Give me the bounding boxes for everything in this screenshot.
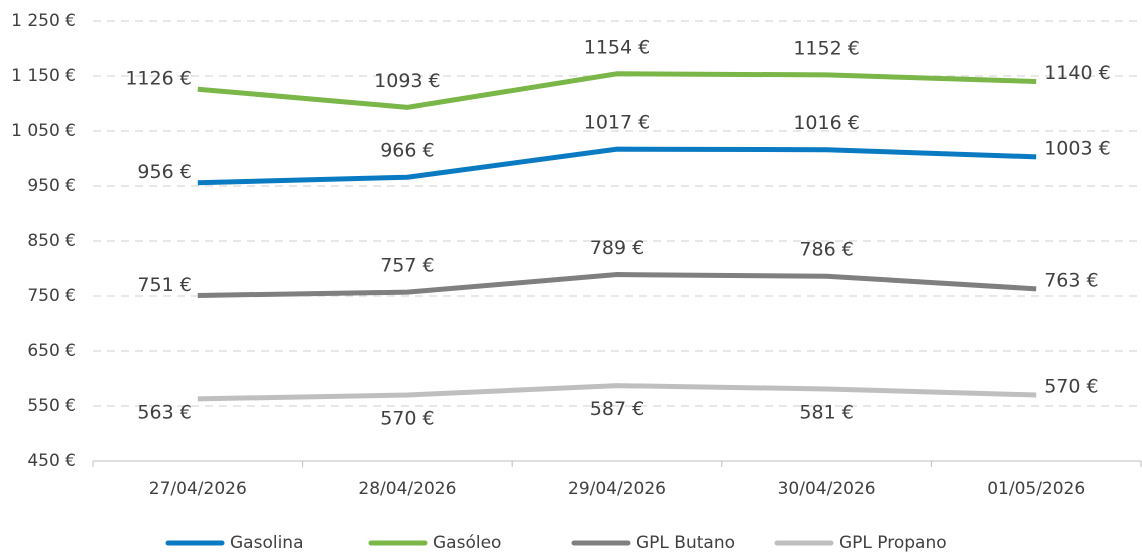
data-label: 581 €	[799, 401, 853, 423]
data-label: 1016 €	[793, 112, 859, 134]
x-tick-label: 28/04/2026	[358, 479, 456, 499]
data-label: 563 €	[137, 401, 191, 423]
x-tick-label: 29/04/2026	[568, 479, 666, 499]
data-label: 1154 €	[584, 36, 650, 58]
data-label: 570 €	[380, 408, 434, 430]
y-tick-label: 450 €	[27, 451, 76, 471]
data-label: 763 €	[1044, 269, 1098, 291]
x-tick-label: 01/05/2026	[987, 479, 1085, 499]
data-label: 786 €	[799, 239, 853, 261]
x-tick-label: 30/04/2026	[778, 479, 876, 499]
data-label: 1093 €	[374, 70, 440, 92]
data-label: 587 €	[590, 398, 644, 420]
series-line	[197, 146, 1037, 186]
legend-label: GPL Butano	[636, 533, 735, 552]
data-label: 789 €	[590, 237, 644, 259]
data-label: 570 €	[1044, 376, 1098, 398]
y-tick-label: 550 €	[27, 396, 76, 416]
data-label: 956 €	[137, 161, 191, 183]
legend-label: Gasóleo	[433, 533, 501, 552]
y-tick-label: 1 150 €	[11, 66, 76, 86]
series-line	[197, 272, 1037, 298]
series-line	[197, 383, 1037, 402]
y-tick-label: 1 250 €	[11, 11, 76, 31]
y-tick-label: 750 €	[27, 286, 76, 306]
legend-label: Gasolina	[230, 533, 304, 552]
legend-label: GPL Propano	[839, 533, 947, 552]
data-label: 1140 €	[1044, 62, 1110, 84]
series-line	[197, 71, 1037, 110]
data-label: 1152 €	[793, 37, 859, 59]
y-tick-label: 950 €	[27, 176, 76, 196]
data-label: 1003 €	[1044, 137, 1110, 159]
data-label: 757 €	[380, 255, 434, 277]
data-label: 1017 €	[584, 112, 650, 134]
data-label: 751 €	[137, 274, 191, 296]
y-tick-label: 650 €	[27, 341, 76, 361]
data-label: 1126 €	[125, 68, 191, 90]
y-tick-label: 850 €	[27, 231, 76, 251]
data-label: 966 €	[380, 140, 434, 162]
x-tick-label: 27/04/2026	[149, 479, 247, 499]
y-tick-label: 1 050 €	[11, 121, 76, 141]
